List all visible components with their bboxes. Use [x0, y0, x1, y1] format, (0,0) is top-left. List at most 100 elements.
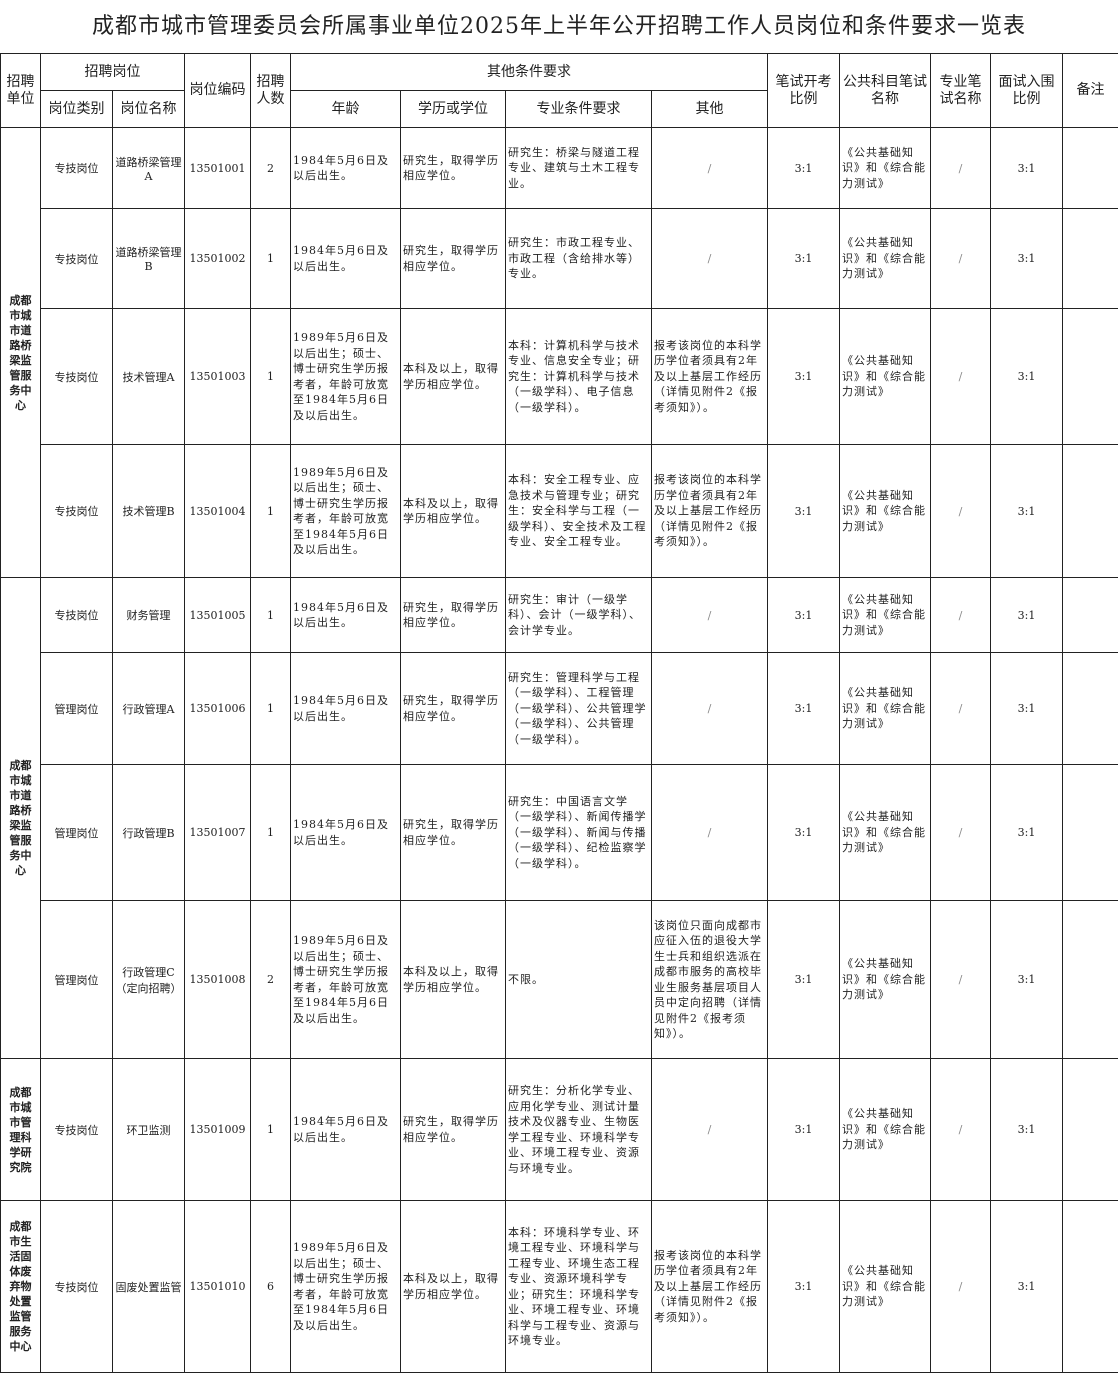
- post-count-cell: 1: [251, 1059, 291, 1201]
- interview-ratio-cell: 3:1: [991, 309, 1063, 445]
- age-cell: 1984年5月6日及以后出生。: [291, 209, 401, 309]
- header-public-exam: 公共科目笔试名称: [840, 54, 931, 128]
- remark-cell: [1063, 1201, 1118, 1373]
- post-name-cell: 技术管理A: [113, 309, 185, 445]
- post-name-cell: 行政管理A: [113, 653, 185, 765]
- written-ratio-cell: 3:1: [768, 653, 840, 765]
- public-exam-cell: 《公共基础知识》和《综合能力测试》: [840, 653, 931, 765]
- post-name-cell: 财务管理: [113, 578, 185, 653]
- age-cell: 1989年5月6日及以后出生；硕士、博士研究生学历报考者，年龄可放宽至1984年…: [291, 445, 401, 578]
- post-code-cell: 13501004: [185, 445, 251, 578]
- interview-ratio-cell: 3:1: [991, 445, 1063, 578]
- remark-cell: [1063, 309, 1118, 445]
- unit-name: 成都市城市管理科学研究院: [1, 1059, 41, 1201]
- written-ratio-cell: 3:1: [768, 128, 840, 209]
- unit-name: 成都市生活固体废弃物处置监管服务中心: [1, 1201, 41, 1373]
- education-cell: 研究生，取得学历相应学位。: [401, 209, 506, 309]
- interview-ratio-cell: 3:1: [991, 653, 1063, 765]
- post-count-cell: 1: [251, 765, 291, 901]
- major-cell: 研究生：审计（一级学科）、会计（一级学科）、会计学专业。: [506, 578, 652, 653]
- header-major-exam: 专业笔试名称: [931, 54, 991, 128]
- post-code-cell: 13501006: [185, 653, 251, 765]
- major-exam-cell: /: [931, 901, 991, 1059]
- header-unit: 招聘单位: [1, 54, 41, 128]
- post-count-cell: 1: [251, 209, 291, 309]
- unit-name: 成都市城市道路桥梁监管服务中心: [1, 128, 41, 578]
- header-post: 招聘岗位: [41, 54, 185, 91]
- interview-ratio-cell: 3:1: [991, 1059, 1063, 1201]
- public-exam-cell: 《公共基础知识》和《综合能力测试》: [840, 901, 931, 1059]
- written-ratio-cell: 3:1: [768, 578, 840, 653]
- post-name-cell: 道路桥梁管理A: [113, 128, 185, 209]
- post-count-cell: 1: [251, 309, 291, 445]
- post-count-cell: 1: [251, 578, 291, 653]
- education-cell: 本科及以上，取得学历相应学位。: [401, 445, 506, 578]
- post-code-cell: 13501008: [185, 901, 251, 1059]
- public-exam-cell: 《公共基础知识》和《综合能力测试》: [840, 309, 931, 445]
- other-cell: /: [652, 653, 768, 765]
- public-exam-cell: 《公共基础知识》和《综合能力测试》: [840, 765, 931, 901]
- age-cell: 1984年5月6日及以后出生。: [291, 578, 401, 653]
- header-post-name: 岗位名称: [113, 91, 185, 128]
- other-cell: 报考该岗位的本科学历学位者须具有2年及以上基层工作经历（详情见附件2《报考须知》…: [652, 1201, 768, 1373]
- post-code-cell: 13501007: [185, 765, 251, 901]
- remark-cell: [1063, 1059, 1118, 1201]
- remark-cell: [1063, 445, 1118, 578]
- age-cell: 1989年5月6日及以后出生；硕士、博士研究生学历报考者，年龄可放宽至1984年…: [291, 901, 401, 1059]
- major-cell: 本科：环境科学专业、环境工程专业、环境科学与工程专业、环境生态工程专业、资源环境…: [506, 1201, 652, 1373]
- major-exam-cell: /: [931, 309, 991, 445]
- interview-ratio-cell: 3:1: [991, 128, 1063, 209]
- post-code-cell: 13501003: [185, 309, 251, 445]
- header-major: 专业条件要求: [506, 91, 652, 128]
- post-count-cell: 1: [251, 653, 291, 765]
- interview-ratio-cell: 3:1: [991, 578, 1063, 653]
- post-name-cell: 技术管理B: [113, 445, 185, 578]
- written-ratio-cell: 3:1: [768, 765, 840, 901]
- other-cell: 报考该岗位的本科学历学位者须具有2年及以上基层工作经历（详情见附件2《报考须知》…: [652, 445, 768, 578]
- major-cell: 本科：安全工程专业、应急技术与管理专业；研究生：安全科学与工程（一级学科）、安全…: [506, 445, 652, 578]
- major-exam-cell: /: [931, 1059, 991, 1201]
- written-ratio-cell: 3:1: [768, 209, 840, 309]
- post-type-cell: 专技岗位: [41, 209, 113, 309]
- public-exam-cell: 《公共基础知识》和《综合能力测试》: [840, 1201, 931, 1373]
- other-cell: /: [652, 128, 768, 209]
- post-code-cell: 13501009: [185, 1059, 251, 1201]
- written-ratio-cell: 3:1: [768, 901, 840, 1059]
- post-code-cell: 13501005: [185, 578, 251, 653]
- post-type-cell: 管理岗位: [41, 765, 113, 901]
- post-type-cell: 管理岗位: [41, 901, 113, 1059]
- header-remark: 备注: [1063, 54, 1118, 128]
- post-code-cell: 13501010: [185, 1201, 251, 1373]
- major-cell: 研究生：管理科学与工程（一级学科）、工程管理（一级学科）、公共管理学（一级学科）…: [506, 653, 652, 765]
- major-cell: 不限。: [506, 901, 652, 1059]
- major-exam-cell: /: [931, 1201, 991, 1373]
- post-code-cell: 13501002: [185, 209, 251, 309]
- education-cell: 本科及以上，取得学历相应学位。: [401, 1201, 506, 1373]
- written-ratio-cell: 3:1: [768, 445, 840, 578]
- post-name-cell: 固废处置监管: [113, 1201, 185, 1373]
- written-ratio-cell: 3:1: [768, 1059, 840, 1201]
- remark-cell: [1063, 901, 1118, 1059]
- other-cell: 报考该岗位的本科学历学位者须具有2年及以上基层工作经历（详情见附件2《报考须知》…: [652, 309, 768, 445]
- post-count-cell: 1: [251, 445, 291, 578]
- major-exam-cell: /: [931, 209, 991, 309]
- education-cell: 研究生，取得学历相应学位。: [401, 765, 506, 901]
- education-cell: 研究生，取得学历相应学位。: [401, 578, 506, 653]
- interview-ratio-cell: 3:1: [991, 765, 1063, 901]
- age-cell: 1989年5月6日及以后出生；硕士、博士研究生学历报考者，年龄可放宽至1984年…: [291, 309, 401, 445]
- post-name-cell: 行政管理B: [113, 765, 185, 901]
- interview-ratio-cell: 3:1: [991, 209, 1063, 309]
- header-code: 岗位编码: [185, 54, 251, 128]
- post-type-cell: 专技岗位: [41, 1059, 113, 1201]
- post-code-cell: 13501001: [185, 128, 251, 209]
- post-name-cell: 道路桥梁管理B: [113, 209, 185, 309]
- post-type-cell: 专技岗位: [41, 1201, 113, 1373]
- post-name-cell: 环卫监测: [113, 1059, 185, 1201]
- header-education: 学历或学位: [401, 91, 506, 128]
- major-cell: 本科：计算机科学与技术专业、信息安全专业；研究生：计算机科学与技术（一级学科）、…: [506, 309, 652, 445]
- education-cell: 研究生，取得学历相应学位。: [401, 1059, 506, 1201]
